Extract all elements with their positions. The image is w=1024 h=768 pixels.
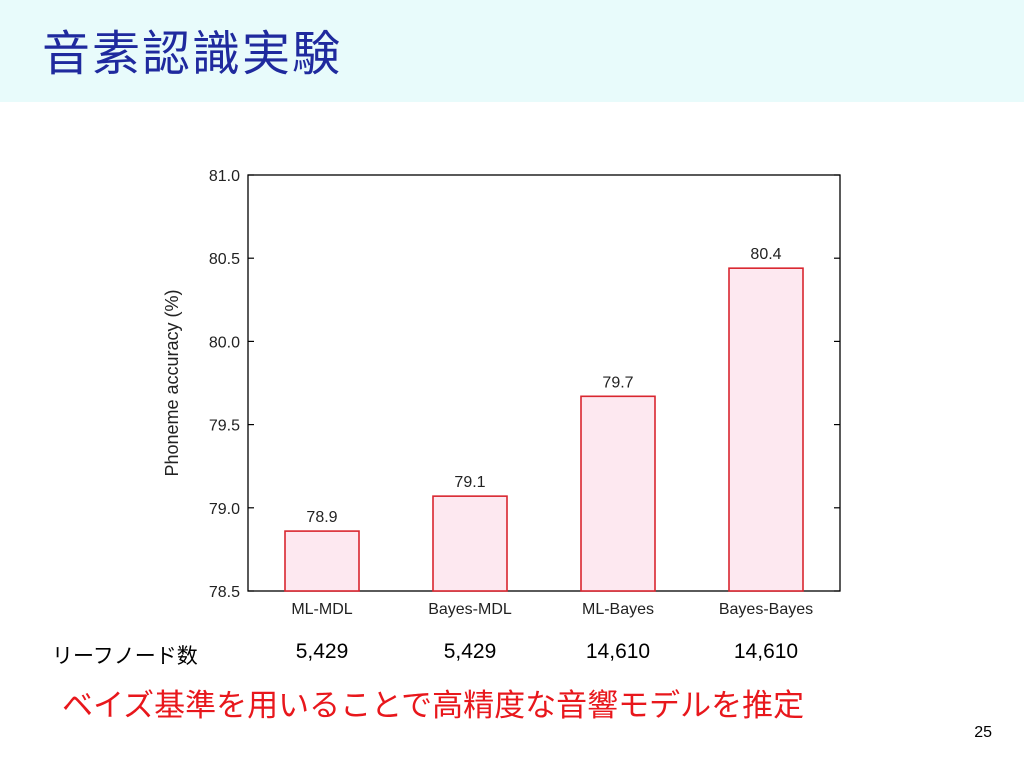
bar-bayes-mdl bbox=[432, 495, 508, 592]
data-label: 79.1 bbox=[454, 474, 485, 491]
x-tick-label: Bayes-MDL bbox=[428, 601, 512, 618]
leaf-count-bayes-mdl: 5,429 bbox=[443, 640, 497, 663]
leaf-node-label: リーフノード数 bbox=[52, 644, 198, 668]
leaf-count-ml-mdl: 5,429 bbox=[295, 640, 349, 663]
y-tick-label: 80.0 bbox=[209, 334, 240, 351]
y-tick-label: 79.0 bbox=[209, 501, 240, 518]
slide-title: 音素認識実験 bbox=[42, 26, 343, 82]
data-label: 78.9 bbox=[306, 509, 337, 526]
y-tick-label: 79.5 bbox=[209, 418, 240, 435]
x-tick-label: Bayes-Bayes bbox=[719, 601, 813, 618]
x-tick-label: ML-MDL bbox=[291, 601, 352, 618]
leaf-count-ml-bayes: 14,610 bbox=[585, 640, 651, 663]
bar-chart: 78.5 79.0 79.5 80.0 80.5 81.0 Phoneme accuracy… bbox=[162, 168, 841, 618]
leaf-count-bayes-bayes: 14,610 bbox=[733, 640, 799, 663]
y-axis-label: Phoneme accuracy (%) bbox=[162, 289, 182, 476]
plot-frame bbox=[247, 174, 841, 592]
y-tick-label: 78.5 bbox=[209, 584, 240, 601]
bar-ml-mdl bbox=[284, 530, 360, 592]
conclusion-text: ベイズ基準を用いることで高精度な音響モデルを推定 bbox=[62, 688, 805, 724]
x-tick-label: ML-Bayes bbox=[582, 601, 654, 618]
leaf-node-row: リーフノード数 5,429 5,429 14,610 14,610 bbox=[0, 640, 1024, 674]
title-bar: 音素認識実験 bbox=[0, 0, 1024, 102]
y-tick-label: 80.5 bbox=[209, 251, 240, 268]
bar-bayes-bayes bbox=[728, 267, 804, 592]
data-label: 79.7 bbox=[602, 374, 633, 391]
bar-ml-bayes bbox=[580, 395, 656, 592]
page-number: 25 bbox=[974, 724, 992, 741]
y-tick-label: 81.0 bbox=[209, 168, 240, 185]
data-label: 80.4 bbox=[750, 246, 781, 263]
